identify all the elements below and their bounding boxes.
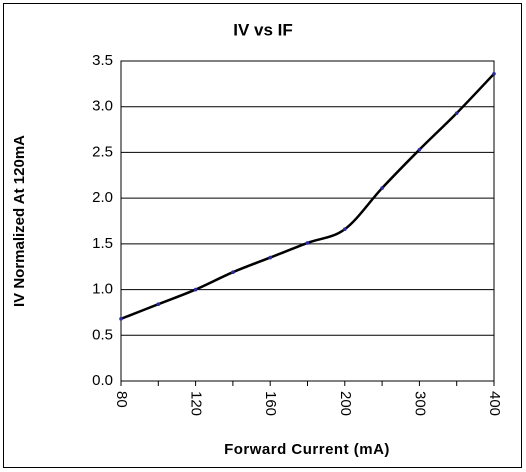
y-tick-label: 3.5 xyxy=(92,52,113,69)
data-point xyxy=(119,317,123,321)
data-point xyxy=(380,186,384,190)
y-tick-label: 1.0 xyxy=(92,281,113,298)
chart-title: IV vs IF xyxy=(233,20,293,39)
data-point xyxy=(417,147,422,152)
y-tick-label: 3.0 xyxy=(92,98,113,115)
y-axis-label: IV Normalized At 120mA xyxy=(11,135,28,307)
data-point xyxy=(305,241,310,245)
data-point xyxy=(454,111,459,115)
data-point xyxy=(231,270,235,275)
data-point xyxy=(193,287,198,292)
x-tick-label: 80 xyxy=(113,391,130,408)
x-axis-label: Forward Current (mA) xyxy=(224,441,390,458)
data-point xyxy=(343,227,347,232)
frame xyxy=(3,3,522,468)
data-point xyxy=(268,255,273,260)
data-point xyxy=(156,302,161,307)
y-tick-label: 2.5 xyxy=(92,143,113,160)
x-tick-label: 160 xyxy=(262,391,279,416)
y-tick-label: 0.5 xyxy=(92,326,113,343)
y-tick-label: 2.0 xyxy=(92,189,113,206)
x-tick-label: 200 xyxy=(337,391,354,416)
x-tick-label: 400 xyxy=(486,391,503,416)
x-tick-label: 120 xyxy=(188,391,205,416)
x-tick-label: 300 xyxy=(411,391,428,416)
data-point xyxy=(492,72,496,76)
y-tick-label: 0.0 xyxy=(92,372,113,389)
y-tick-label: 1.5 xyxy=(92,235,113,252)
